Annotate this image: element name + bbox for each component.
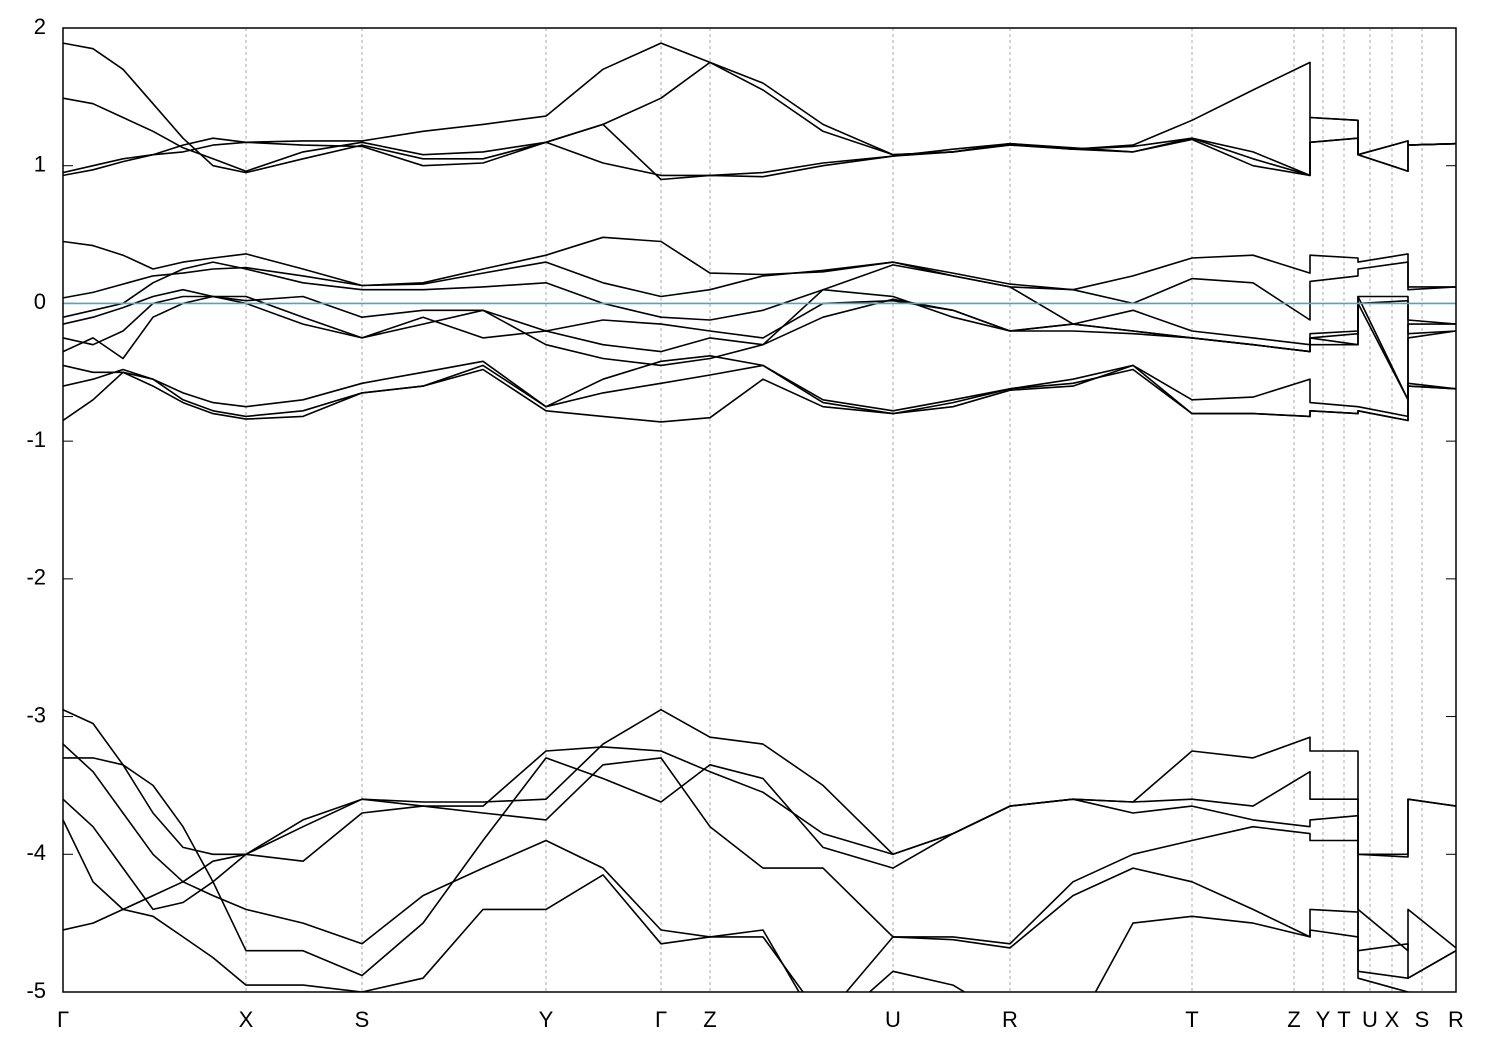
band <box>63 42 1456 177</box>
x-tick-label: Z <box>703 1007 716 1032</box>
band <box>63 116 1456 181</box>
band <box>63 819 1456 992</box>
x-tick-label: U <box>1362 1007 1378 1032</box>
y-tick-label: -4 <box>26 840 46 865</box>
band <box>63 874 1409 992</box>
band <box>63 295 1456 401</box>
y-tick-label: -5 <box>26 978 46 1003</box>
x-tick-label: Γ <box>655 1007 667 1032</box>
band <box>63 42 1456 177</box>
x-tick-label: T <box>1337 1007 1350 1032</box>
x-tick-label: S <box>355 1007 370 1032</box>
x-tick-label: X <box>239 1007 254 1032</box>
y-tick-label: 1 <box>34 152 46 177</box>
y-tick-label: -1 <box>26 427 46 452</box>
x-tick-label: S <box>1415 1007 1430 1032</box>
band <box>63 261 1456 321</box>
x-tick-label: Z <box>1287 1007 1300 1032</box>
band <box>63 355 1456 418</box>
band <box>63 364 1456 422</box>
band <box>63 288 1456 401</box>
x-tick-label: Y <box>1316 1007 1331 1032</box>
bands <box>63 42 1456 992</box>
band <box>63 743 1456 883</box>
y-tick-label: -2 <box>26 565 46 590</box>
band <box>63 364 1456 423</box>
band <box>63 61 1456 172</box>
y-tick-label: 2 <box>34 14 46 39</box>
y-tick-label: 0 <box>34 289 46 314</box>
band <box>63 757 1456 979</box>
x-tick-label: Y <box>539 1007 554 1032</box>
x-tick-label: R <box>1448 1007 1464 1032</box>
band <box>63 288 1456 353</box>
x-tick-label: Γ <box>57 1007 69 1032</box>
x-tick-label: U <box>885 1007 901 1032</box>
x-tick-label: X <box>1385 1007 1400 1032</box>
y-tick-label: -3 <box>26 702 46 727</box>
plot-frame <box>62 27 1457 993</box>
band <box>63 236 1456 291</box>
band <box>63 708 1456 856</box>
x-tick-label: R <box>1002 1007 1018 1032</box>
x-tick-label: T <box>1185 1007 1198 1032</box>
